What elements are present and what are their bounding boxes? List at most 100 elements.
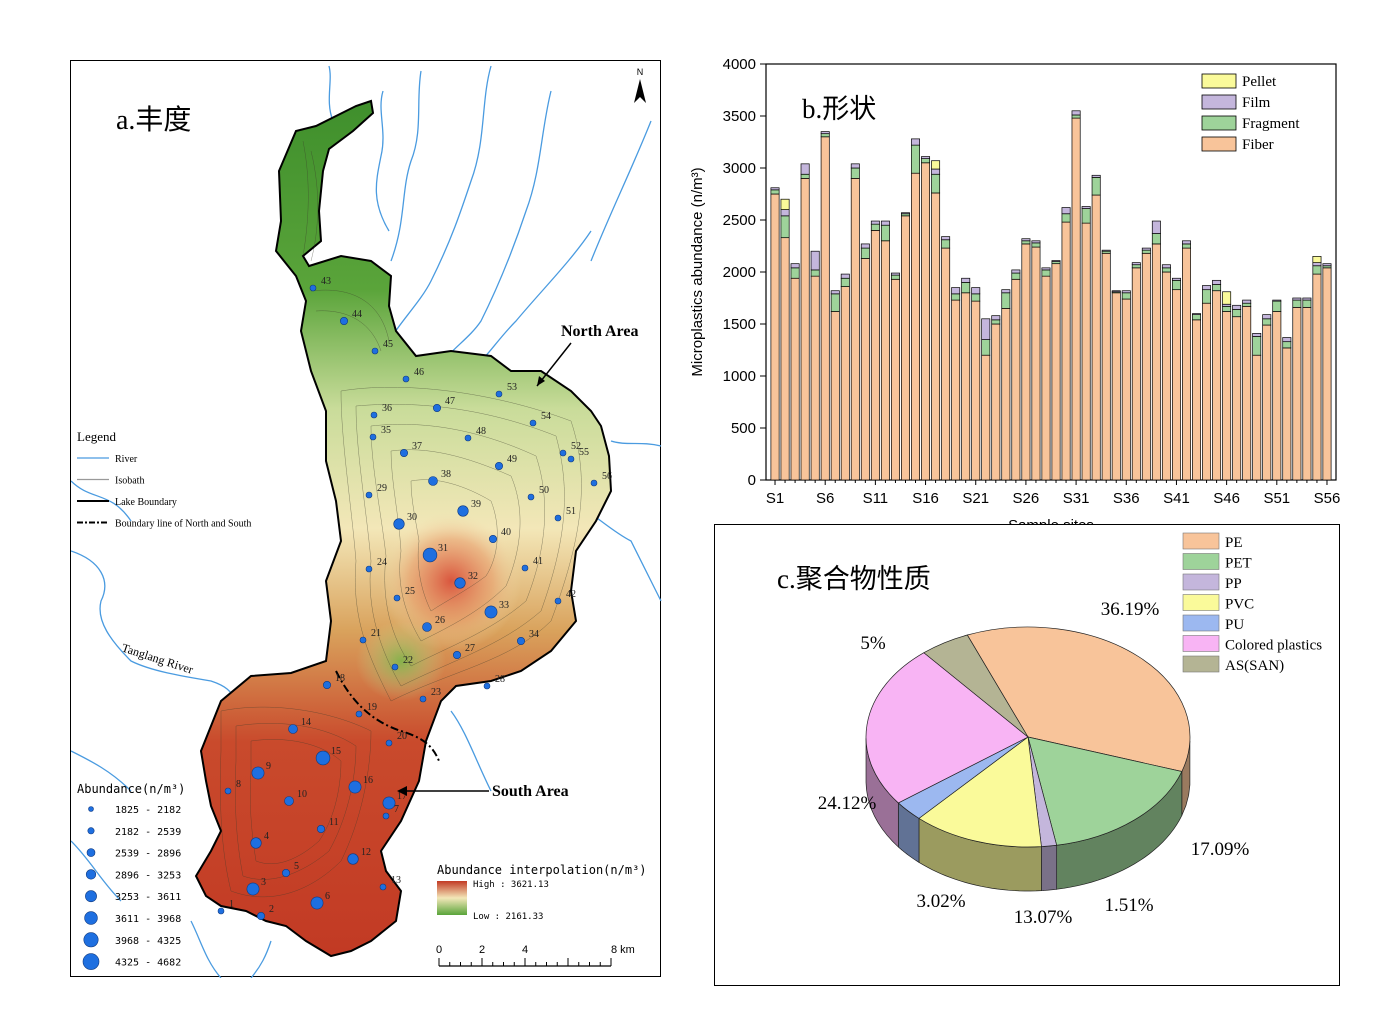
bar-segment-fragment: [951, 293, 961, 301]
bar-segment-fragment: [770, 189, 780, 195]
site-marker: [309, 284, 317, 292]
scale-label: 8 km: [611, 944, 635, 956]
site-marker: [369, 433, 377, 441]
site-marker: [370, 411, 378, 419]
site-marker: [391, 663, 399, 671]
bar-segment-film: [1232, 304, 1242, 310]
bar-x-tick-label: S31: [1063, 490, 1090, 507]
pie-legend-swatch: [1182, 532, 1220, 550]
site-marker: [246, 882, 260, 896]
abundance-legend-title: Abundance(n/m³): [77, 782, 185, 796]
site-number: 40: [501, 527, 511, 538]
bar-segment-film: [1141, 247, 1151, 251]
pie-slice-pet: [1027, 736, 1183, 846]
site-marker: [339, 316, 348, 325]
site-marker: [495, 390, 503, 398]
bar-segment-fiber: [1282, 347, 1292, 481]
bar-segment-fiber: [1141, 252, 1151, 481]
site-marker: [385, 739, 393, 747]
bar-segment-film: [1001, 289, 1011, 294]
bar-segment-film: [1061, 207, 1071, 215]
bar-legend-label: Fragment: [1242, 116, 1300, 132]
bar-segment-fiber: [860, 258, 870, 481]
bar-segment-fiber: [981, 354, 991, 481]
bar-segment-film: [880, 220, 890, 226]
abundance-class-label: 3611 - 3968: [115, 914, 181, 925]
bar-segment-fiber: [1111, 292, 1121, 481]
site-number: 11: [329, 817, 339, 828]
north-area-label: North Area: [561, 323, 638, 340]
site-marker: [428, 476, 438, 486]
bar-segment-fragment: [1171, 279, 1181, 291]
bar-segment-fragment: [1011, 272, 1021, 280]
bar-segment-fiber: [1091, 194, 1101, 481]
site-marker: [484, 605, 498, 619]
bar-segment-fragment: [1282, 341, 1292, 349]
site-number: 49: [507, 454, 517, 465]
bar-segment-film: [1111, 290, 1121, 293]
bar-x-tick-label: S51: [1263, 490, 1290, 507]
map-legend: Legend River Isobath Lake Boundary Boundary…: [77, 429, 251, 530]
bar-segment-film: [770, 187, 780, 191]
bar-segment-film: [951, 287, 961, 295]
bar-segment-fiber: [1151, 243, 1161, 481]
bar-segment-fiber: [1001, 308, 1011, 481]
bar-segment-film: [1212, 279, 1222, 285]
pie-legend: PE PET PP PVC PU Colored plastics AS(SAN): [1182, 532, 1322, 674]
bar-segment-film: [921, 156, 931, 159]
bar-segment-fragment: [1252, 336, 1262, 356]
bar-legend: Pellet Film Fragment Fiber: [1201, 73, 1300, 153]
site-marker: [422, 547, 438, 563]
bar-segment-fragment: [810, 269, 820, 277]
site-number: 31: [438, 543, 448, 554]
site-marker: [284, 796, 294, 806]
site-number: 27: [465, 643, 475, 654]
site-marker: [488, 534, 497, 543]
site-number: 20: [397, 731, 407, 742]
bar-segment-film: [1091, 174, 1101, 178]
bar-segment-film: [1011, 269, 1021, 274]
site-marker: [521, 564, 529, 572]
pie-value-label: 1.51%: [1104, 895, 1153, 916]
bar-segment-fiber: [800, 178, 810, 481]
bar-y-tick-label: 1000: [723, 368, 756, 385]
bar-segment-film: [1071, 110, 1081, 116]
bar-segment-film: [941, 236, 951, 241]
bar-segment-fiber: [820, 136, 830, 481]
bar-x-tick-label: S36: [1113, 490, 1140, 507]
bar-segment-fiber: [1041, 275, 1051, 481]
bar-chart-title: b.形状: [802, 94, 876, 124]
map-title: a.丰度: [116, 104, 191, 136]
abundance-class-marker: [85, 890, 97, 903]
site-number: 30: [407, 512, 417, 523]
legend-item-label: Lake Boundary: [115, 497, 177, 508]
site-number: 24: [377, 557, 387, 568]
site-marker: [454, 577, 466, 589]
bar-segment-fiber: [1302, 307, 1312, 481]
bar-segment-fiber: [1192, 319, 1201, 481]
bar-segment-fragment: [971, 293, 981, 302]
bar-segment-film: [890, 272, 900, 276]
north-arrow-icon: N: [634, 67, 646, 103]
bar-segment-film: [1081, 206, 1091, 209]
bar-legend-swatch: [1201, 94, 1237, 110]
site-number: 13: [391, 875, 401, 886]
site-marker: [529, 419, 537, 427]
site-marker: [554, 514, 562, 522]
abundance-class-label: 2182 - 2539: [115, 827, 181, 838]
bar-segment-film: [1292, 297, 1302, 301]
pie-legend-swatch: [1182, 614, 1220, 632]
bar-segment-film: [1322, 263, 1332, 267]
bar-segment-pellet: [780, 198, 790, 210]
bar-segment-film: [931, 168, 941, 175]
interpolation-low: Low : 2161.33: [473, 912, 543, 922]
pie-value-label: 13.07%: [1014, 907, 1073, 928]
bar-segment-fiber: [911, 172, 920, 481]
bar-segment-fiber: [1071, 117, 1081, 481]
pie-value-label: 24.12%: [818, 793, 877, 814]
bar-segment-film: [1051, 260, 1061, 262]
bar-segment-film: [1131, 262, 1141, 266]
bar-segment-film: [1242, 299, 1252, 304]
bar-segment-fragment: [1021, 240, 1031, 245]
bar-segment-fiber: [1252, 354, 1262, 481]
